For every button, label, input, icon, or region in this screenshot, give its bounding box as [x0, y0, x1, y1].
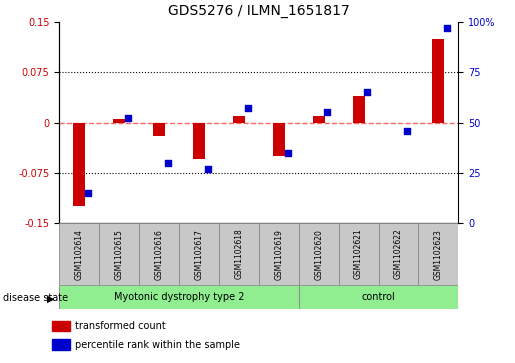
Text: ▶: ▶: [47, 293, 55, 303]
Text: disease state: disease state: [3, 293, 67, 303]
Point: [403, 128, 411, 134]
Bar: [113, 119, 125, 122]
Text: GSM1102622: GSM1102622: [394, 229, 403, 280]
Text: Myotonic dystrophy type 2: Myotonic dystrophy type 2: [114, 292, 244, 302]
Bar: [59, 285, 299, 309]
Point: [244, 106, 252, 111]
Point: [124, 115, 132, 121]
Point: [203, 166, 212, 172]
Point: [443, 25, 451, 31]
Bar: [52, 321, 70, 331]
Text: control: control: [362, 292, 396, 302]
Bar: [179, 223, 219, 285]
Text: GSM1102619: GSM1102619: [274, 229, 283, 280]
Point: [363, 89, 371, 95]
Bar: [153, 122, 165, 136]
Point: [164, 160, 172, 166]
Bar: [73, 122, 85, 207]
Bar: [433, 38, 444, 122]
Bar: [99, 223, 139, 285]
Text: transformed count: transformed count: [75, 321, 165, 331]
Bar: [139, 223, 179, 285]
Point: [323, 110, 332, 115]
Text: percentile rank within the sample: percentile rank within the sample: [75, 340, 239, 350]
Text: GSM1102621: GSM1102621: [354, 229, 363, 280]
Bar: [299, 285, 458, 309]
Bar: [418, 223, 458, 285]
Bar: [259, 223, 299, 285]
Text: GSM1102616: GSM1102616: [154, 229, 163, 280]
Bar: [313, 116, 324, 122]
Bar: [379, 223, 418, 285]
Bar: [299, 223, 339, 285]
Bar: [219, 223, 259, 285]
Bar: [59, 223, 99, 285]
Text: GSM1102617: GSM1102617: [195, 229, 203, 280]
Bar: [193, 122, 205, 159]
Text: GSM1102618: GSM1102618: [234, 229, 243, 280]
Text: GSM1102615: GSM1102615: [115, 229, 124, 280]
Bar: [339, 223, 379, 285]
Text: GSM1102620: GSM1102620: [314, 229, 323, 280]
Bar: [52, 339, 70, 350]
Bar: [353, 95, 365, 122]
Bar: [233, 116, 245, 122]
Bar: [273, 122, 285, 156]
Point: [283, 150, 291, 156]
Point: [84, 190, 92, 196]
Text: GSM1102614: GSM1102614: [75, 229, 83, 280]
Title: GDS5276 / ILMN_1651817: GDS5276 / ILMN_1651817: [168, 4, 350, 18]
Text: GSM1102623: GSM1102623: [434, 229, 443, 280]
